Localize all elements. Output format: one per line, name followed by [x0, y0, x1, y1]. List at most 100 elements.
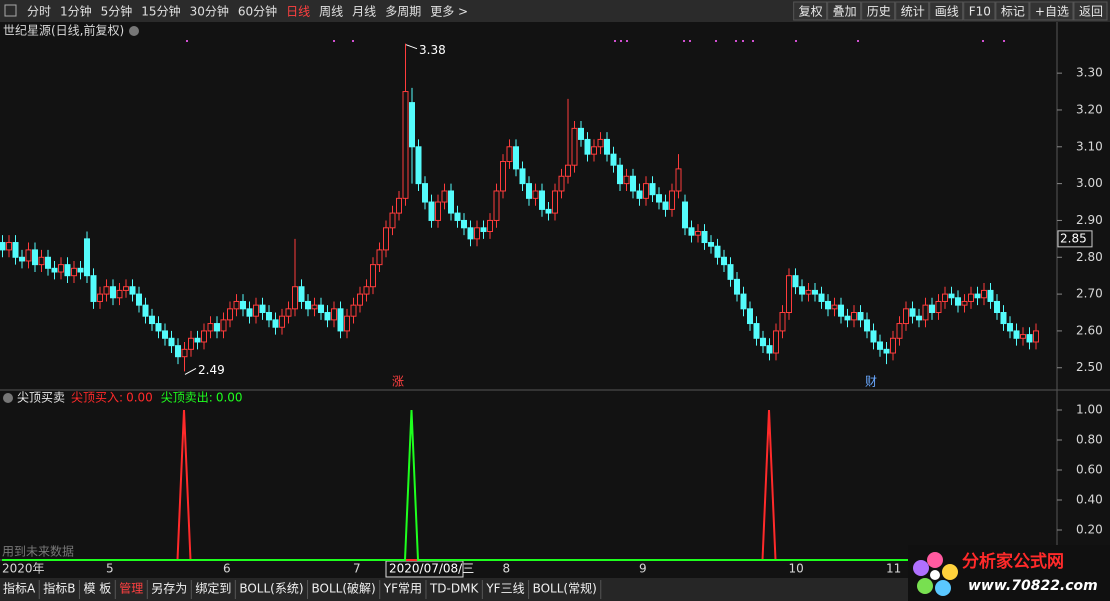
- candle-body: [818, 293, 825, 302]
- candle-body: [604, 138, 610, 155]
- petal: [942, 564, 958, 580]
- candle-body: [363, 286, 370, 295]
- candle-body: [825, 300, 831, 310]
- toolbar-tab[interactable]: 30分钟: [190, 4, 229, 19]
- candle-body: [792, 275, 799, 288]
- bottom-tab[interactable]: 绑定到: [195, 581, 231, 596]
- toolbar-button[interactable]: 统计: [901, 5, 925, 19]
- candle-body: [493, 190, 500, 221]
- chart-title: 世纪星源(日线,前复权): [3, 23, 124, 38]
- toolbar-button[interactable]: 历史: [867, 5, 891, 19]
- candle-body: [402, 91, 409, 199]
- annotation-label: 2.49: [198, 363, 225, 377]
- candle-body: [0, 242, 6, 251]
- candle-body: [214, 323, 220, 332]
- toolbar-tab[interactable]: 60分钟: [238, 4, 277, 19]
- toolbar-tab[interactable]: 多周期: [385, 5, 421, 19]
- toolbar-tab[interactable]: 月线: [352, 5, 376, 19]
- candle-body: [831, 304, 838, 310]
- candle-body: [454, 212, 461, 221]
- candle-body: [812, 289, 818, 295]
- toolbar-button[interactable]: 返回: [1079, 5, 1103, 19]
- bottom-tab[interactable]: YF三线: [485, 582, 524, 596]
- indicator-icon[interactable]: [3, 393, 13, 403]
- menu-icon[interactable]: [4, 4, 17, 17]
- toolbar-button[interactable]: F10: [969, 5, 991, 19]
- bottom-tab[interactable]: 指标B: [43, 581, 75, 596]
- candle-body: [857, 312, 864, 321]
- bottom-tab[interactable]: 模 板: [83, 582, 111, 596]
- candle-body: [389, 212, 396, 229]
- candle-body: [701, 230, 708, 244]
- candle-body: [922, 304, 929, 321]
- candle-body: [675, 168, 682, 192]
- candle-body: [942, 293, 948, 302]
- dot: [689, 40, 691, 42]
- candle-body: [623, 175, 630, 185]
- toolbar-button[interactable]: 画线: [935, 5, 959, 19]
- toolbar-button[interactable]: 复权: [799, 5, 823, 19]
- candle-body: [227, 308, 233, 321]
- toolbar-tab[interactable]: 更多 >: [430, 5, 468, 19]
- bottom-tab[interactable]: BOLL(破解): [312, 581, 376, 596]
- candle-body: [25, 249, 32, 262]
- candle-body: [708, 242, 714, 247]
- candle-body: [435, 201, 441, 221]
- candle-body: [747, 308, 753, 325]
- candle-body: [552, 190, 558, 214]
- candle-body: [695, 230, 701, 236]
- candle-body: [896, 323, 903, 339]
- candle-body: [448, 190, 454, 214]
- toolbar-tab[interactable]: 日线: [286, 5, 310, 19]
- toolbar-tab[interactable]: 分时: [27, 5, 51, 19]
- candle-body: [279, 315, 285, 328]
- bottom-tab[interactable]: 管理: [119, 581, 143, 596]
- candle-body: [766, 345, 773, 354]
- bottom-tab[interactable]: BOLL(常规): [533, 581, 597, 596]
- candle-body: [149, 315, 155, 325]
- legend-name: 尖顶卖出:: [161, 391, 213, 405]
- toolbar-button[interactable]: +自选: [1035, 5, 1069, 19]
- candle-body: [32, 249, 38, 266]
- candle-body: [773, 330, 779, 354]
- signal-dots: [186, 40, 1005, 42]
- candle-body: [116, 289, 123, 299]
- candle-body: [799, 286, 805, 295]
- candle-body: [727, 264, 734, 280]
- toolbar-tab[interactable]: 1分钟: [60, 4, 92, 19]
- bottom-toolbar: [0, 578, 1110, 601]
- candle-body: [357, 293, 363, 306]
- y-tick-label: 2.60: [1076, 323, 1103, 337]
- dot: [857, 40, 859, 42]
- candle-body: [578, 127, 584, 140]
- toolbar-tab[interactable]: 15分钟: [141, 4, 180, 19]
- candle-body: [318, 304, 324, 314]
- bottom-tab[interactable]: BOLL(系统): [239, 582, 303, 596]
- candle-body: [1013, 330, 1020, 339]
- candle-body: [630, 175, 636, 192]
- candle-body: [571, 127, 578, 166]
- candle-body: [506, 146, 513, 163]
- candle-body: [968, 293, 974, 302]
- toolbar-tab[interactable]: 5分钟: [101, 4, 133, 19]
- toolbar-tab[interactable]: 周线: [319, 5, 343, 19]
- bottom-tab[interactable]: 指标A: [3, 581, 36, 596]
- bottom-tab[interactable]: TD-DMK: [429, 582, 479, 596]
- annotation-arrow: [405, 44, 418, 50]
- indicator-note: 用到未来数据: [2, 544, 74, 559]
- toolbar-button[interactable]: 叠加: [833, 5, 857, 19]
- candle-body: [597, 138, 604, 148]
- dot: [752, 40, 754, 42]
- y-tick-label: 2.50: [1076, 360, 1103, 374]
- candle-body: [558, 175, 565, 192]
- candle-body: [58, 264, 64, 273]
- title-icon[interactable]: [129, 26, 139, 36]
- candle-body: [175, 345, 181, 358]
- bottom-tab[interactable]: 另存为: [151, 582, 187, 596]
- button-frame: [861, 1, 896, 21]
- toolbar-button[interactable]: 标记: [1001, 5, 1025, 19]
- candle-body: [266, 312, 272, 321]
- candle-body: [961, 300, 968, 306]
- bottom-tab[interactable]: YF常用: [383, 582, 422, 596]
- petal: [917, 578, 933, 594]
